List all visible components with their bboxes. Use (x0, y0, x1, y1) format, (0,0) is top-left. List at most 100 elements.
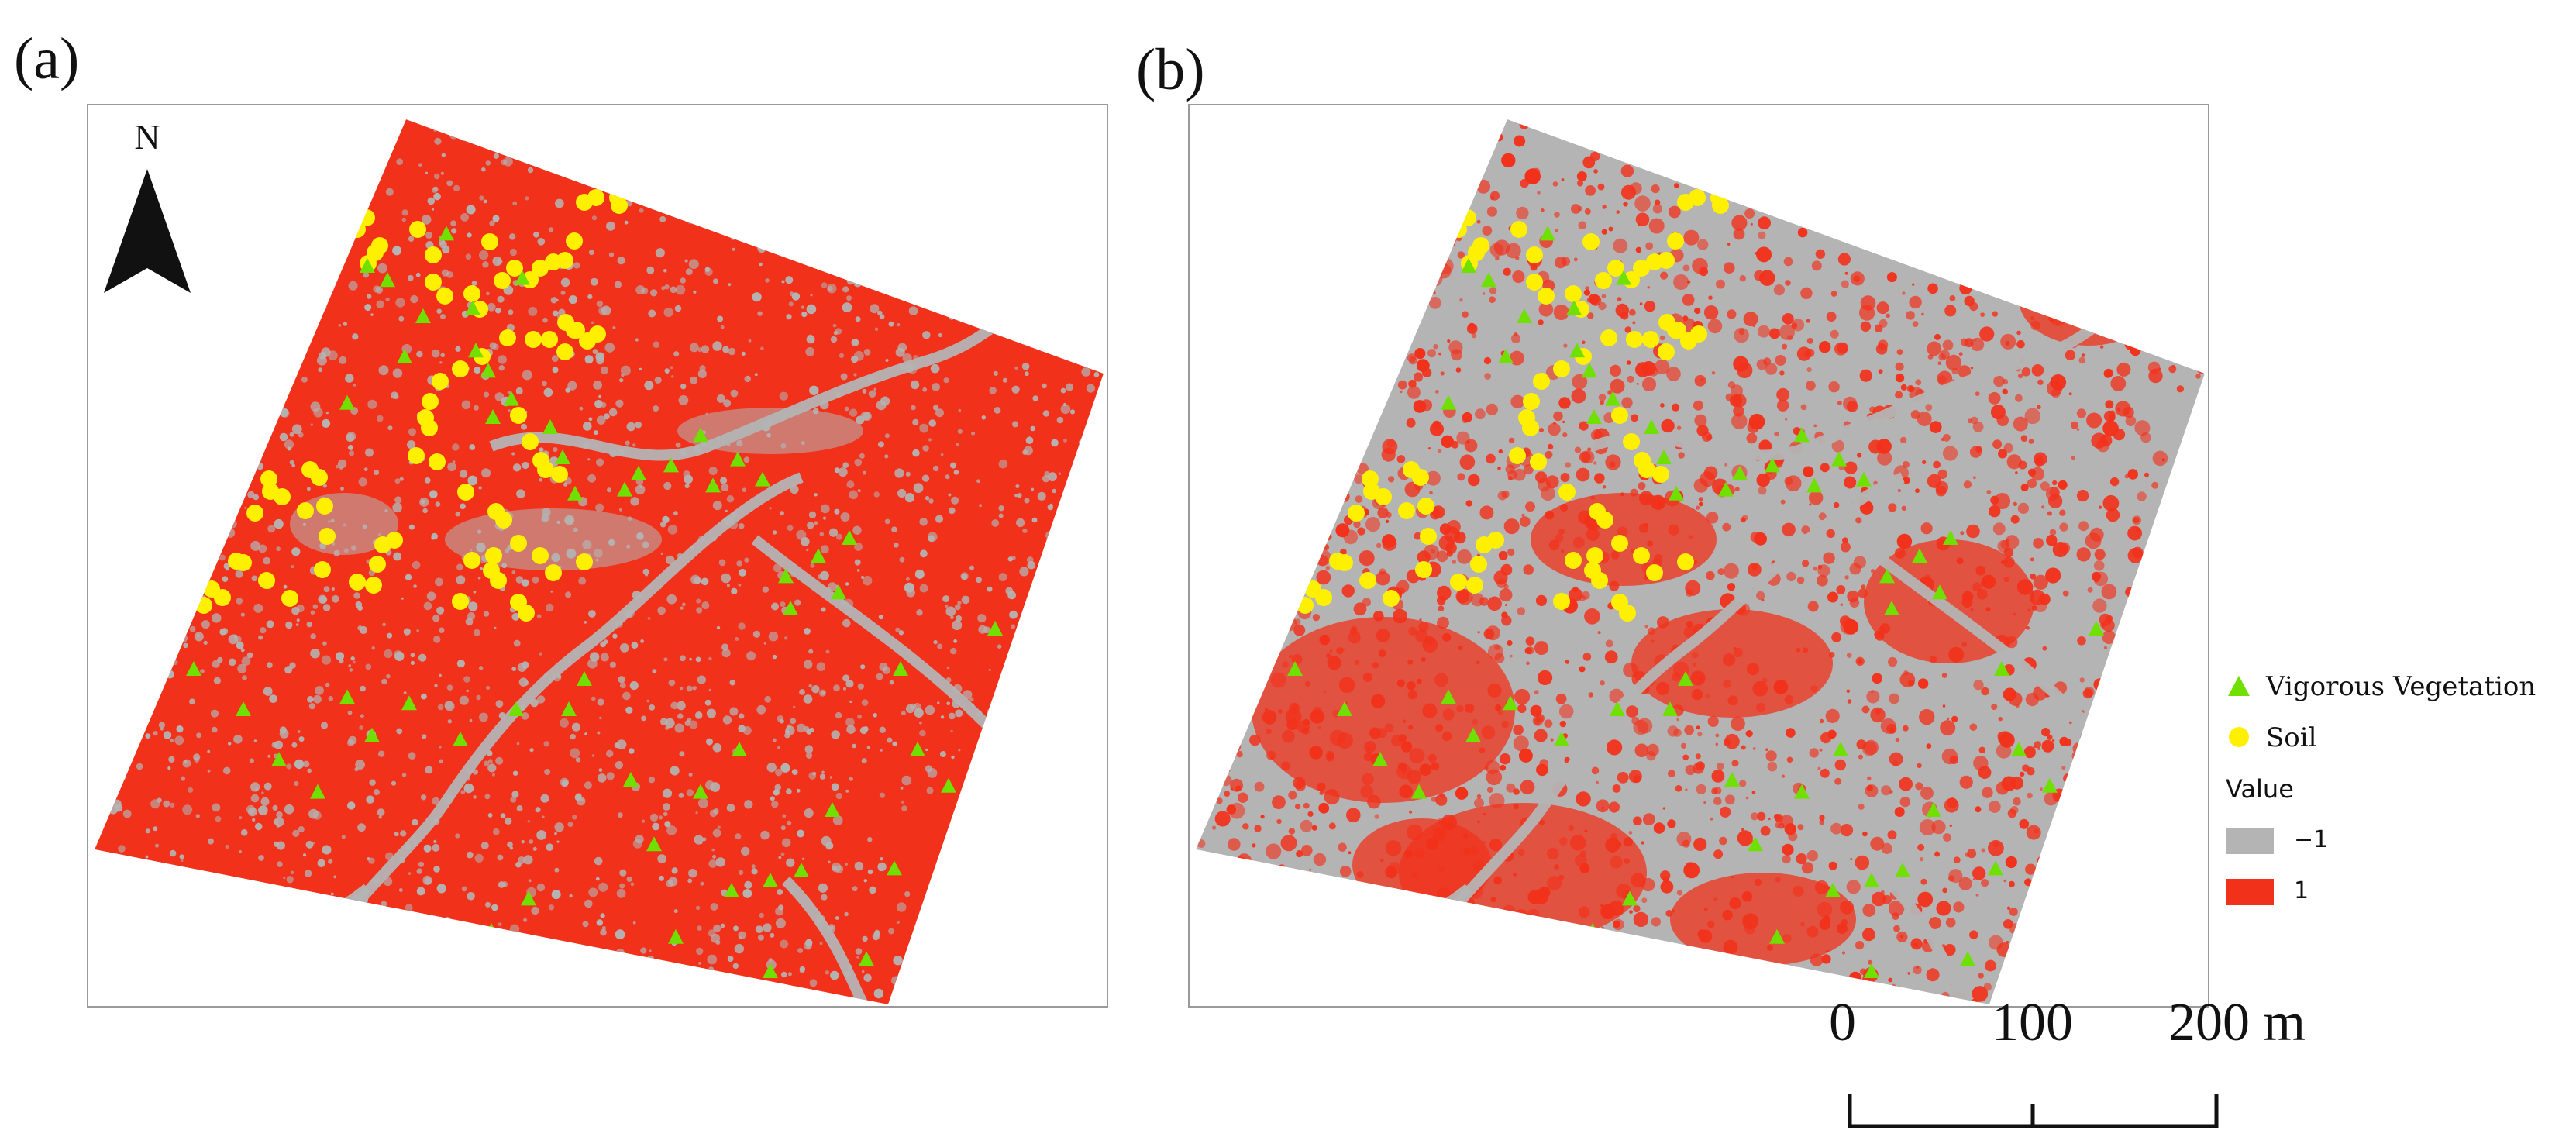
soil-sample-marker (316, 498, 333, 515)
soil-sample-marker (1626, 331, 1643, 348)
soil-sample-marker (1277, 546, 1294, 563)
soil-sample-marker (1363, 132, 1380, 149)
vegetation-sample-marker (465, 300, 480, 315)
vegetation-sample-marker (1523, 987, 1538, 1003)
vegetation-sample-marker (364, 727, 380, 742)
soil-sample-marker (1417, 498, 1434, 515)
vegetation-sample-marker (763, 873, 778, 887)
vegetation-sample-marker (646, 836, 662, 852)
soil-sample-marker (1243, 557, 1260, 574)
soil-sample-marker (436, 288, 453, 305)
vegetation-sample-marker (1794, 427, 1810, 443)
soil-sample-marker (1586, 547, 1603, 564)
soil-sample-marker (556, 252, 573, 269)
soil-sample-marker (1315, 589, 1332, 606)
vegetation-sample-marker (339, 394, 355, 410)
vegetation-sample-marker (1960, 951, 1975, 966)
legend-item-soil: Soil (2226, 718, 2567, 769)
vegetation-sample-marker (842, 530, 857, 545)
scale-label-200: 200 m (2168, 993, 2306, 1052)
vegetation-sample-marker (1794, 784, 1810, 799)
soil-sample-marker (589, 326, 606, 343)
vegetation-sample-marker (160, 925, 175, 940)
soil-sample-marker (1275, 490, 1292, 507)
legend-label-vegetation: Vigorous Vegetation (2266, 671, 2536, 702)
vegetation-sample-marker (1566, 300, 1582, 315)
soil-sample-marker (457, 484, 474, 501)
soil-sample-marker (246, 505, 263, 522)
soil-sample-marker (463, 285, 480, 302)
vegetation-sample-marker (219, 232, 234, 247)
vegetation-sample-marker (515, 270, 530, 285)
vegetation-sample-marker (1228, 236, 1244, 251)
soil-sample-marker (1642, 331, 1659, 348)
legend-class-negative: −1 (2226, 820, 2567, 871)
scale-label-0: 0 (1829, 993, 1856, 1052)
soil-sample-marker (1282, 198, 1299, 215)
vegetation-sample-marker (1833, 742, 1848, 756)
soil-sample-marker (1509, 447, 1526, 464)
soil-sample-marker (1633, 260, 1650, 277)
soil-sample-marker (494, 272, 511, 289)
soil-sample-marker (1259, 374, 1276, 391)
vegetation-sample-marker (504, 391, 519, 406)
vegetation-sample-marker (360, 258, 375, 273)
soil-sample-marker (1658, 252, 1675, 269)
soil-sample-marker (1297, 597, 1314, 614)
soil-sample-marker (1459, 209, 1476, 226)
vegetation-sample-marker (755, 471, 770, 487)
soil-sample-marker (226, 430, 243, 447)
soil-sample-marker (258, 572, 275, 589)
vegetation-sample-marker (468, 343, 484, 358)
soil-sample-marker (1633, 547, 1650, 564)
vegetation-sample-marker (730, 451, 746, 467)
sample-markers (1196, 119, 2189, 1003)
soil-sample-marker (1466, 577, 1483, 594)
legend-class-label-negative: −1 (2294, 826, 2329, 853)
soil-sample-marker (260, 470, 277, 487)
vegetation-sample-marker (2112, 723, 2127, 739)
map-a[interactable] (88, 105, 1107, 1006)
soil-sample-marker (1383, 590, 1400, 607)
soil-sample-marker (1658, 343, 1675, 360)
soil-sample-marker (358, 209, 375, 226)
vegetation-sample-marker (1287, 661, 1303, 676)
vegetation-sample-marker (794, 863, 809, 877)
soil-sample-marker (532, 547, 549, 564)
soil-sample-marker (1406, 153, 1423, 170)
soil-sample-marker (495, 512, 512, 529)
soil-sample-marker (262, 132, 279, 149)
vegetation-sample-marker (763, 963, 778, 978)
soil-sample-marker (219, 177, 236, 194)
soil-sample-marker (371, 237, 388, 254)
vegetation-sample-marker (329, 238, 344, 253)
vegetation-sample-marker (236, 701, 251, 716)
soil-sample-marker (1319, 436, 1336, 453)
vegetation-sample-marker (422, 987, 437, 1003)
vegetation-sample-marker (1337, 236, 1352, 251)
vegetation-sample-marker (480, 363, 496, 378)
swatch-negative (2226, 828, 2274, 854)
soil-sample-marker (1712, 197, 1729, 214)
vegetation-sample-marker (1218, 183, 1234, 198)
soil-sample-marker (1646, 564, 1663, 581)
soil-sample-marker (1526, 246, 1543, 264)
vegetation-sample-marker (663, 457, 679, 473)
soil-sample-marker (1420, 528, 1437, 545)
soil-sample-marker (1415, 561, 1432, 578)
vegetation-sample-marker (1465, 727, 1481, 742)
vegetation-sample-marker (623, 772, 639, 787)
vegetation-sample-marker (397, 349, 412, 363)
soil-sample-marker (556, 343, 573, 360)
soil-sample-marker (463, 552, 480, 569)
soil-sample-marker (218, 436, 235, 453)
map-b[interactable] (1190, 105, 2208, 1006)
vegetation-sample-marker (380, 272, 395, 288)
vegetation-sample-marker (2042, 777, 2058, 793)
panel-label-a: (a) (14, 26, 80, 91)
soil-sample-marker (1510, 221, 1527, 238)
vegetation-sample-marker (1678, 671, 1693, 686)
soil-sample-marker (245, 209, 262, 226)
soil-sample-marker (174, 498, 191, 515)
soil-sample-marker (311, 469, 328, 486)
